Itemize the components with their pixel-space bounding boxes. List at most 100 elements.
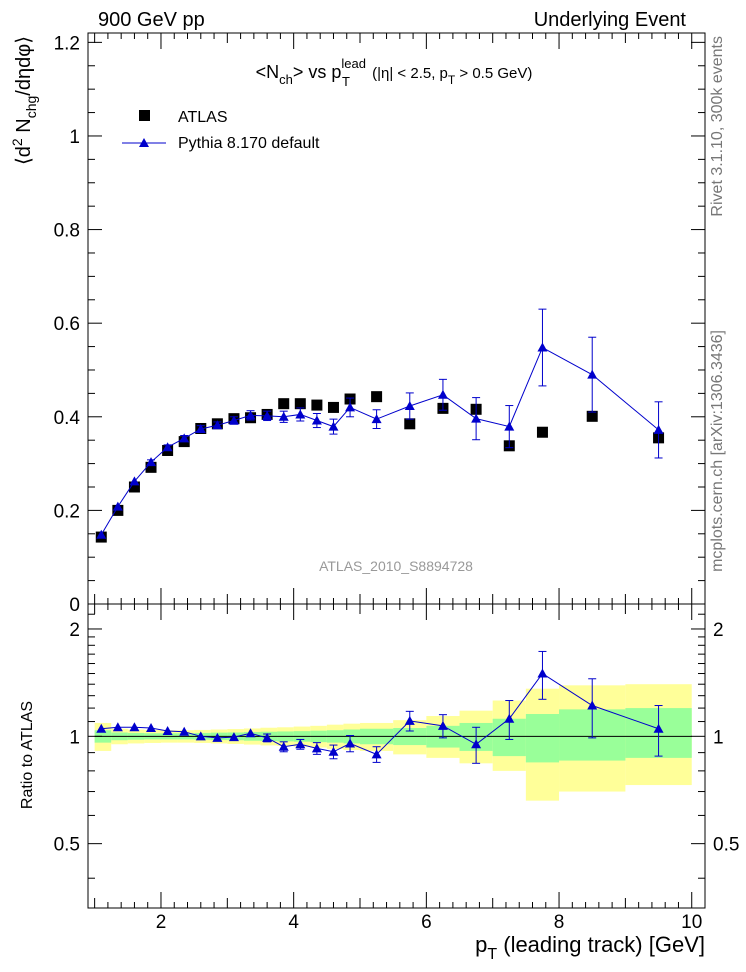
x-tick-label: 8 — [554, 912, 565, 933]
ratio-data-point — [212, 732, 223, 742]
ratio-y-axis-label: Ratio to ATLAS — [19, 701, 36, 809]
pythia-data-point — [96, 529, 107, 539]
ratio-y-tick-label: 1 — [69, 727, 80, 748]
pythia-data-point — [212, 420, 223, 430]
pythia-data-point — [437, 389, 448, 399]
ratio-inner-band — [525, 713, 560, 763]
atlas-data-point — [404, 418, 416, 430]
ratio-data-point — [437, 720, 448, 730]
atlas-data-point — [145, 461, 157, 473]
legend-pythia-marker — [139, 138, 149, 147]
ratio-data-point — [537, 668, 548, 678]
pythia-data-point — [162, 442, 173, 452]
ratio-data-point — [345, 738, 356, 748]
x-tick-label: 4 — [288, 912, 299, 933]
legend: ATLAS Pythia 8.170 default — [122, 109, 320, 152]
pythia-data-point — [129, 476, 140, 486]
ratio-data-point — [278, 741, 289, 751]
pythia-data-point — [371, 414, 382, 424]
ratio-y-tick-label: 0.5 — [54, 835, 80, 856]
atlas-data-point — [294, 398, 306, 410]
ratio-data-point — [471, 739, 482, 749]
main-y-axis-label: ⟨d2 Nchg/dηdφ⟩ — [9, 36, 39, 165]
chart-title: <Nch> vs plead T (|η| < 2.5, pT > 0.5 GeV… — [256, 56, 533, 89]
ratio-data-point — [371, 749, 382, 759]
main-y-tick-label: 0 — [69, 595, 80, 616]
main-y-tick-label: 0.4 — [54, 408, 81, 429]
main-y-tick-label: 0.6 — [54, 314, 80, 335]
ratio-data-point — [112, 722, 123, 732]
ratio-data-point — [195, 731, 206, 741]
pythia-data-point — [471, 413, 482, 423]
header-analysis-label: Underlying Event — [534, 9, 687, 31]
pythia-data-point — [537, 342, 548, 352]
pythia-data-point — [228, 415, 239, 425]
ratio-y-tick-label-right: 2 — [713, 620, 724, 641]
atlas-data-point — [128, 481, 140, 493]
ratio-data-point — [262, 732, 273, 742]
ratio-panel: 0.5 0.5 1 1 2 2 2 4 6 8 10 Ratio to ATLAS pT (lead… — [19, 603, 739, 963]
ratio-data-point — [404, 715, 415, 725]
x-tick-label: 2 — [156, 912, 167, 933]
analysis-watermark: ATLAS_2010_S8894728 — [319, 558, 473, 574]
ratio-data-point — [162, 725, 173, 735]
pythia-data-point — [179, 433, 190, 443]
atlas-data-point — [536, 426, 548, 438]
x-tick-label: 6 — [421, 912, 432, 933]
ratio-y-tick-label: 2 — [69, 620, 80, 641]
atlas-data-point — [278, 398, 290, 410]
legend-atlas-marker — [139, 110, 150, 121]
pythia-data-point — [195, 423, 206, 433]
pythia-data-point — [112, 501, 123, 511]
main-y-tick-label: 1 — [69, 127, 80, 148]
ratio-plot-frame — [87, 603, 706, 909]
atlas-data-point — [586, 410, 598, 422]
ratio-y-tick-label-right: 0.5 — [713, 835, 739, 856]
mcplots-label: mcplots.cern.ch [arXiv:1306.3436] — [709, 330, 726, 572]
ratio-data-point — [179, 726, 190, 736]
main-marks — [95, 308, 665, 543]
pythia-data-point — [295, 409, 306, 419]
header-collision-label: 900 GeV pp — [98, 9, 205, 31]
legend-atlas-label: ATLAS — [178, 109, 228, 126]
pythia-data-point — [653, 424, 664, 434]
x-tick-label: 10 — [681, 912, 702, 933]
ratio-bands — [94, 684, 692, 801]
main-y-tick-label: 0.8 — [54, 221, 80, 242]
ratio-data-point — [228, 732, 239, 742]
legend-pythia-label: Pythia 8.170 default — [178, 135, 320, 152]
pythia-data-point — [504, 421, 515, 431]
ratio-data-point — [245, 728, 256, 738]
ratio-data-point — [504, 713, 515, 723]
ratio-data-point — [129, 722, 140, 732]
pythia-data-point — [404, 401, 415, 411]
ratio-data-point — [146, 723, 157, 733]
ratio-data-point — [587, 700, 598, 710]
x-axis-label: pT (leading track) [GeV] — [475, 932, 705, 963]
main-panel: 0 0.2 0.4 0.6 0.8 1 1.2 <Nch> vs plead T (|η| <… — [9, 32, 706, 616]
pythia-data-point — [587, 369, 598, 379]
main-y-tick-label: 1.2 — [54, 33, 80, 54]
pythia-data-point — [311, 415, 322, 425]
atlas-data-point — [327, 401, 339, 413]
ratio-data-point — [328, 746, 339, 756]
ratio-axes: 0.5 0.5 1 1 2 2 2 4 6 8 10 — [54, 604, 739, 933]
ratio-y-tick-label-right: 1 — [713, 727, 724, 748]
ratio-marks — [96, 650, 664, 764]
ratio-series-line — [101, 672, 659, 755]
atlas-data-point — [311, 399, 323, 411]
main-axes: 0 0.2 0.4 0.6 0.8 1 1.2 — [54, 33, 705, 616]
pythia-data-point — [328, 421, 339, 431]
pythia-data-point — [146, 457, 157, 467]
rivet-label: Rivet 3.1.10, 300k events — [709, 36, 726, 217]
pythia-data-point — [278, 411, 289, 421]
ratio-data-point — [311, 743, 322, 753]
atlas-data-point — [371, 391, 383, 403]
main-y-tick-label: 0.2 — [54, 501, 80, 522]
pythia-data-point — [245, 410, 256, 420]
ratio-data-point — [96, 723, 107, 733]
ratio-data-point — [295, 739, 306, 749]
pythia-data-point — [262, 410, 273, 420]
ratio-data-point — [653, 723, 664, 733]
